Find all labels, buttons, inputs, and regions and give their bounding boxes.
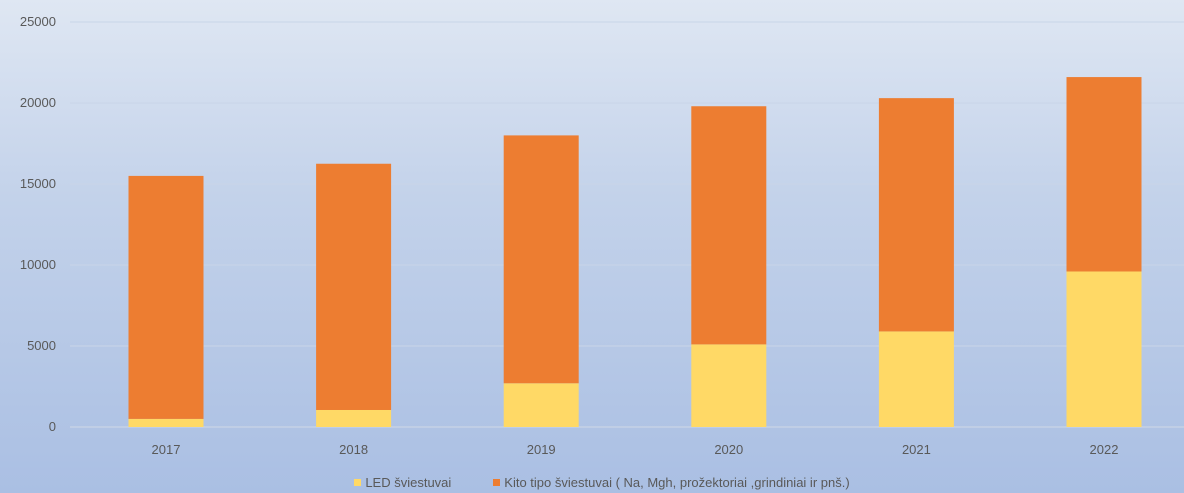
- gridlines: [70, 21, 1184, 428]
- bar-segment-led-2022: [1066, 271, 1142, 427]
- bar-segment-other-2018: [316, 163, 392, 410]
- legend: LED šviestuvai Kito tipo šviestuvai ( Na…: [0, 473, 1184, 491]
- y-tick-label: 0: [49, 419, 56, 434]
- x-tick-label: 2021: [902, 442, 931, 457]
- x-tick-label: 2020: [714, 442, 743, 457]
- y-axis-ticks: 0 5000 10000 15000 20000 25000: [20, 14, 56, 434]
- legend-label-led: LED šviestuvai: [365, 474, 452, 490]
- legend-swatch-led: [354, 478, 362, 486]
- x-tick-label: 2019: [527, 442, 556, 457]
- bar-segment-led-2020: [691, 344, 767, 427]
- y-tick-label: 5000: [27, 338, 56, 353]
- bars: [128, 77, 1142, 427]
- bar-segment-other-2017: [128, 175, 204, 419]
- y-tick-label: 25000: [20, 14, 56, 29]
- legend-item-led: LED šviestuvai: [354, 475, 451, 490]
- legend-label-other: Kito tipo šviestuvai ( Na, Mgh, prožekto…: [504, 474, 850, 490]
- bar-segment-other-2021: [878, 98, 954, 332]
- bar-segment-led-2019: [503, 383, 579, 427]
- y-tick-label: 15000: [20, 176, 56, 191]
- x-axis-ticks: 2017 2018 2019 2020 2021 2022: [152, 442, 1119, 457]
- bar-segment-other-2019: [503, 135, 579, 384]
- x-tick-label: 2022: [1090, 442, 1119, 457]
- legend-swatch-other: [493, 478, 501, 486]
- bar-segment-led-2021: [878, 331, 954, 427]
- legend-item-other: Kito tipo šviestuvai ( Na, Mgh, prožekto…: [493, 474, 850, 490]
- y-tick-label: 10000: [20, 257, 56, 272]
- bar-segment-other-2020: [691, 106, 767, 345]
- bar-segment-led-2018: [316, 409, 392, 427]
- x-tick-label: 2017: [152, 442, 181, 457]
- bar-segment-other-2022: [1066, 77, 1142, 272]
- y-tick-label: 20000: [20, 95, 56, 110]
- bar-segment-led-2017: [128, 418, 204, 427]
- x-tick-label: 2018: [339, 442, 368, 457]
